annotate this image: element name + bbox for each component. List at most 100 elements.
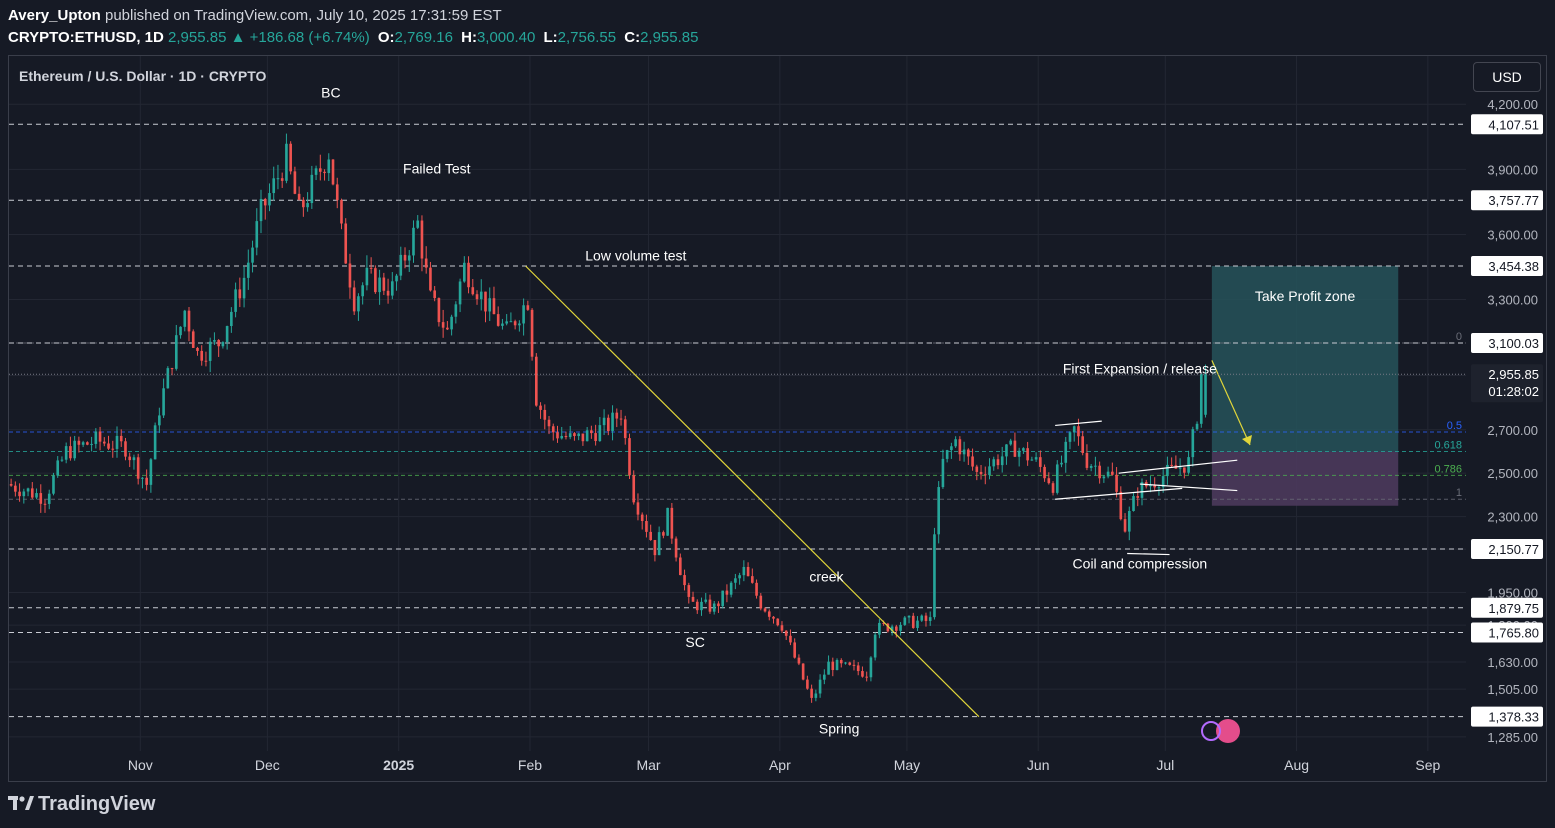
candle-body bbox=[416, 220, 420, 228]
candle-body bbox=[835, 659, 839, 671]
candle-body bbox=[145, 477, 148, 485]
candle-body bbox=[797, 657, 801, 664]
candle-body bbox=[518, 323, 521, 326]
candle-body bbox=[623, 419, 627, 439]
candle-body bbox=[213, 340, 216, 342]
candle-body bbox=[255, 221, 259, 248]
level-price-label: 1,765.80 bbox=[1488, 626, 1539, 641]
candle-body bbox=[90, 443, 93, 445]
candle-body bbox=[268, 193, 271, 206]
close-label: C: bbox=[624, 29, 641, 46]
high-label: H: bbox=[461, 29, 477, 46]
candle-body bbox=[903, 617, 907, 625]
candle-body bbox=[729, 582, 733, 595]
candle-body bbox=[289, 143, 292, 172]
candle-body bbox=[662, 532, 665, 536]
y-axis-tick-label: 2,500.00 bbox=[1487, 466, 1538, 481]
candle-body bbox=[1030, 459, 1034, 461]
candle-body bbox=[1204, 374, 1207, 415]
candle-body bbox=[882, 622, 885, 624]
candle-body bbox=[1102, 476, 1106, 479]
tradingview-logo[interactable]: TradingView bbox=[8, 793, 155, 816]
candle-body bbox=[899, 624, 902, 631]
candle-body bbox=[1140, 482, 1144, 498]
candle-body bbox=[1039, 457, 1042, 467]
candle-body bbox=[1005, 444, 1008, 457]
level-price-box bbox=[1471, 114, 1543, 135]
candle-body bbox=[200, 350, 204, 361]
candle-body bbox=[43, 503, 47, 505]
candle-body bbox=[1089, 465, 1093, 468]
candle-body bbox=[865, 676, 868, 678]
price-change: ▲ +186.68 (+6.74%) bbox=[230, 29, 370, 46]
coil-channel-line bbox=[1055, 420, 1102, 427]
candle-body bbox=[691, 596, 695, 602]
candle-body bbox=[895, 626, 898, 631]
candle-body bbox=[225, 326, 229, 343]
candle-body bbox=[475, 294, 479, 300]
level-price-box bbox=[1471, 256, 1543, 277]
level-price-label: 3,100.03 bbox=[1488, 336, 1539, 351]
current-price-box bbox=[1471, 364, 1543, 403]
candle-body bbox=[814, 693, 818, 698]
candle-body bbox=[365, 267, 369, 286]
candle-body bbox=[458, 281, 462, 305]
candle-body bbox=[272, 178, 276, 194]
author-name[interactable]: Avery_Upton bbox=[8, 7, 101, 24]
candle-body bbox=[793, 642, 796, 658]
candle-body bbox=[446, 327, 449, 330]
candle-body bbox=[878, 622, 881, 635]
level-price-box bbox=[1471, 597, 1543, 618]
candle-body bbox=[403, 254, 407, 261]
candle-body bbox=[568, 433, 572, 438]
y-axis-tick-label: 1,950.00 bbox=[1487, 586, 1538, 601]
candle-body bbox=[1127, 511, 1131, 532]
candle-body bbox=[208, 341, 212, 361]
candle-body bbox=[801, 663, 805, 680]
candle-body bbox=[653, 540, 657, 556]
candle-body bbox=[488, 298, 492, 312]
candle-body bbox=[331, 159, 335, 185]
candle-body bbox=[94, 431, 98, 444]
candle-body bbox=[132, 457, 136, 461]
candle-body bbox=[734, 578, 737, 583]
candle-body bbox=[551, 426, 555, 433]
chart-annotation: SC bbox=[685, 634, 704, 650]
candle-body bbox=[505, 321, 508, 324]
symbol-label[interactable]: CRYPTO:ETHUSD, 1D bbox=[8, 29, 164, 46]
candle-body bbox=[14, 485, 17, 492]
candle-body bbox=[679, 557, 682, 576]
candle-body bbox=[141, 477, 144, 479]
candle-body bbox=[1064, 441, 1068, 463]
candle-body bbox=[810, 688, 813, 698]
candle-body bbox=[911, 615, 915, 628]
candle-body bbox=[395, 275, 398, 282]
candle-body bbox=[890, 626, 894, 632]
candle-body bbox=[128, 456, 132, 461]
candle-body bbox=[1106, 471, 1110, 477]
creek-trendline bbox=[525, 265, 980, 718]
candle-body bbox=[1034, 457, 1038, 460]
candle-body bbox=[1013, 440, 1017, 457]
candle-body bbox=[573, 433, 576, 437]
chart-pane[interactable]: Take Profit zone 0 0.5 0.618 0.786 1 BC Failed … bbox=[8, 55, 1547, 782]
close-value: 2,955.85 bbox=[640, 29, 699, 46]
price-chart[interactable]: Take Profit zone 0 0.5 0.618 0.786 1 BC Failed … bbox=[9, 56, 1547, 782]
candle-body bbox=[861, 671, 864, 677]
candle-body bbox=[907, 615, 911, 618]
candle-body bbox=[530, 309, 534, 357]
publish-line: Avery_Upton published on TradingView.com… bbox=[8, 7, 502, 24]
candle-body bbox=[369, 267, 373, 269]
coil-channel-line bbox=[1139, 483, 1238, 492]
candle-body bbox=[886, 623, 890, 632]
candle-body bbox=[263, 198, 267, 206]
candle-body bbox=[1072, 426, 1076, 433]
candle-body bbox=[18, 491, 21, 497]
candle-body bbox=[1047, 478, 1051, 484]
x-axis-tick-label: Feb bbox=[518, 757, 542, 773]
candle-body bbox=[695, 601, 699, 611]
candle-body bbox=[700, 601, 703, 611]
currency-button[interactable]: USD bbox=[1473, 62, 1541, 92]
candle-body bbox=[772, 616, 775, 619]
level-price-label: 2,150.77 bbox=[1488, 542, 1539, 557]
